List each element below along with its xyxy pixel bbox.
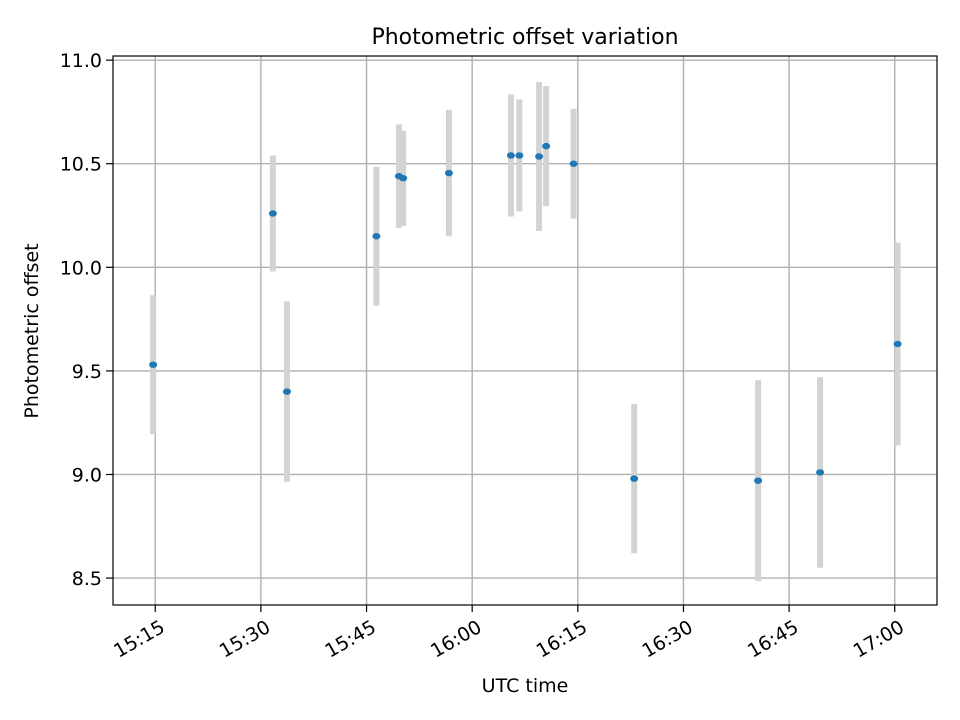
y-tick-label: 11.0	[60, 50, 102, 72]
y-tick-label: 9.5	[72, 361, 102, 383]
x-tick-label: 15:45	[321, 616, 379, 662]
data-point	[816, 469, 825, 476]
data-point	[630, 475, 639, 482]
data-point	[569, 160, 578, 167]
data-point	[149, 361, 158, 368]
data-point	[754, 477, 763, 484]
data-point	[268, 210, 277, 217]
x-tick-label: 15:30	[216, 616, 274, 662]
data-point	[535, 153, 544, 160]
x-axis-label: UTC time	[482, 675, 569, 697]
plot-frame	[112, 55, 938, 606]
data-point	[506, 152, 515, 159]
x-tick-label: 17:00	[850, 616, 908, 662]
data-point	[399, 175, 408, 182]
error-bars	[150, 81, 901, 582]
x-tick-label: 16:15	[533, 616, 591, 662]
x-tick-label: 16:00	[427, 616, 485, 662]
data-point	[444, 169, 453, 177]
x-tick-label: 16:45	[744, 616, 802, 662]
data-point	[542, 142, 551, 150]
data-points	[149, 142, 902, 484]
x-axis-ticks: 15:15 15:30 15:45 16:00 16:15 16:30 16:45 17:00	[110, 605, 908, 662]
y-tick-label: 8.5	[72, 568, 102, 590]
x-tick-label: 16:30	[638, 616, 696, 662]
data-point	[515, 152, 524, 159]
y-tick-label: 10.0	[60, 257, 102, 279]
data-point	[282, 388, 291, 395]
data-point	[893, 340, 902, 348]
y-tick-label: 9.0	[72, 464, 102, 486]
y-axis-ticks: 8.5 9.0 9.5 10.0 10.5 11.0	[60, 50, 113, 590]
x-tick-label: 15:15	[110, 616, 168, 662]
chart-title: Photometric offset variation	[371, 25, 678, 50]
y-tick-label: 10.5	[60, 154, 102, 176]
grid	[113, 56, 937, 605]
y-axis-label: Photometric offset	[21, 243, 43, 418]
data-point	[372, 233, 381, 240]
